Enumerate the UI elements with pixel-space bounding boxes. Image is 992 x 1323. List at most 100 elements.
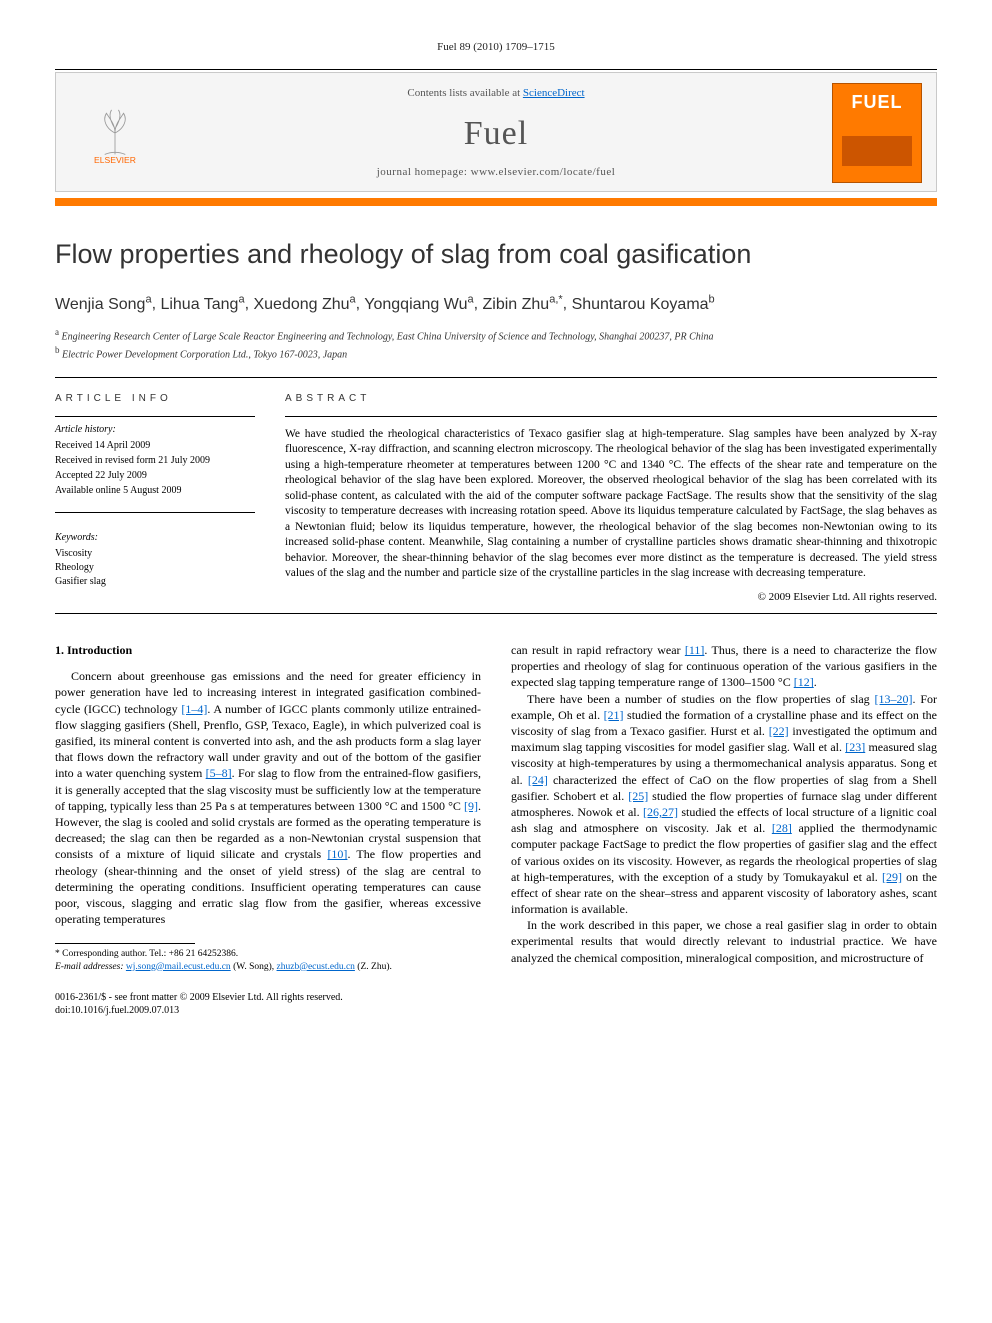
affiliation-sup: a: [55, 327, 59, 337]
author-sup: b: [709, 293, 715, 305]
email-label: E-mail addresses:: [55, 962, 124, 972]
ref-link[interactable]: [25]: [628, 789, 648, 803]
ref-link[interactable]: [5–8]: [206, 766, 232, 780]
divider: [55, 377, 937, 378]
cover-graphic: [842, 136, 912, 166]
author-sup: a: [145, 293, 151, 305]
banner-left: ELSEVIER: [70, 103, 160, 163]
doi-line: doi:10.1016/j.fuel.2009.07.013: [55, 1004, 481, 1018]
contents-prefix: Contents lists available at: [407, 87, 522, 99]
cover-title: FUEL: [852, 90, 903, 115]
info-abstract-row: article info Article history: Received 1…: [55, 392, 937, 606]
author: Xuedong Zhua: [253, 296, 355, 313]
affiliation: b Electric Power Development Corporation…: [55, 344, 937, 362]
affiliation-text: Electric Power Development Corporation L…: [62, 350, 347, 361]
author-name: Lihua Tang: [160, 296, 238, 313]
author: Shuntarou Koyamab: [572, 296, 715, 313]
article-info-heading: article info: [55, 392, 255, 406]
elsevier-tree-icon: ELSEVIER: [85, 103, 145, 163]
author: Wenjia Songa: [55, 296, 152, 313]
abstract-column: abstract We have studied the rheological…: [285, 392, 937, 606]
keyword: Gasifier slag: [55, 575, 255, 589]
divider: [55, 613, 937, 614]
ref-link[interactable]: [13–20]: [875, 692, 913, 706]
author: Zibin Zhua,*: [483, 296, 563, 313]
homepage-prefix: journal homepage:: [377, 166, 471, 178]
ref-link[interactable]: [9]: [464, 799, 478, 813]
author-name: Shuntarou Koyama: [572, 296, 709, 313]
ref-link[interactable]: [24]: [528, 773, 548, 787]
author: Lihua Tanga: [160, 296, 244, 313]
divider: [285, 416, 937, 417]
keyword: Rheology: [55, 561, 255, 575]
ref-link[interactable]: [26,27]: [643, 805, 678, 819]
author: Yongqiang Wua: [364, 296, 473, 313]
author-sup: a: [467, 293, 473, 305]
keywords-label: Keywords:: [55, 531, 255, 545]
ref-link[interactable]: [11]: [685, 643, 705, 657]
divider-short: [55, 512, 255, 513]
article-title: Flow properties and rheology of slag fro…: [55, 236, 937, 274]
ref-link[interactable]: [28]: [772, 821, 792, 835]
journal-homepage: journal homepage: www.elsevier.com/locat…: [160, 165, 832, 180]
author-sup: a,*: [549, 293, 562, 305]
divider-short: [55, 416, 255, 417]
issn-doi-block: 0016-2361/$ - see front matter © 2009 El…: [55, 991, 481, 1018]
email-link[interactable]: zhuzb@ecust.edu.cn: [277, 962, 355, 972]
ref-link[interactable]: [1–4]: [181, 702, 207, 716]
affiliation-text: Engineering Research Center of Large Sca…: [62, 331, 714, 342]
authors-line: Wenjia Songa, Lihua Tanga, Xuedong Zhua,…: [55, 292, 937, 316]
ref-link[interactable]: [10]: [327, 847, 347, 861]
issn-line: 0016-2361/$ - see front matter © 2009 El…: [55, 991, 481, 1005]
email-who: (W. Song),: [233, 962, 274, 972]
running-header: Fuel 89 (2010) 1709–1715: [55, 40, 937, 55]
email-footnote: E-mail addresses: wj.song@mail.ecust.edu…: [55, 961, 481, 973]
affiliations: a Engineering Research Center of Large S…: [55, 326, 937, 363]
corresponding-author-footnote: * Corresponding author. Tel.: +86 21 642…: [55, 948, 481, 960]
top-rule: [55, 69, 937, 70]
orange-underline: [55, 198, 937, 206]
section-heading: 1. Introduction: [55, 642, 481, 658]
copyright-line: © 2009 Elsevier Ltd. All rights reserved…: [285, 590, 937, 605]
author-name: Xuedong Zhu: [253, 296, 349, 313]
page-container: Fuel 89 (2010) 1709–1715 ELSEVIER Conten…: [0, 0, 992, 1048]
contents-lists-line: Contents lists available at ScienceDirec…: [160, 86, 832, 101]
history-item: Available online 5 August 2009: [55, 484, 255, 498]
author-sup: a: [238, 293, 244, 305]
ref-link[interactable]: [23]: [845, 740, 865, 754]
footnote-rule: [55, 943, 195, 944]
body-paragraph: In the work described in this paper, we …: [511, 917, 937, 966]
author-name: Yongqiang Wu: [364, 296, 467, 313]
abstract-text: We have studied the rheological characte…: [285, 427, 937, 582]
journal-name: Fuel: [160, 110, 832, 158]
affiliation-sup: b: [55, 345, 60, 355]
journal-banner: ELSEVIER Contents lists available at Sci…: [55, 72, 937, 192]
sciencedirect-link[interactable]: ScienceDirect: [523, 87, 585, 99]
ref-link[interactable]: [12]: [794, 675, 814, 689]
elsevier-label: ELSEVIER: [94, 155, 136, 163]
ref-link[interactable]: [29]: [882, 870, 902, 884]
history-label: Article history:: [55, 423, 255, 437]
email-who: (Z. Zhu).: [357, 962, 392, 972]
journal-cover-thumb: FUEL: [832, 83, 922, 183]
history-item: Accepted 22 July 2009: [55, 469, 255, 483]
homepage-url[interactable]: www.elsevier.com/locate/fuel: [471, 166, 616, 178]
ref-link[interactable]: [21]: [604, 708, 624, 722]
author-name: Wenjia Song: [55, 296, 145, 313]
history-item: Received in revised form 21 July 2009: [55, 454, 255, 468]
left-column: 1. Introduction Concern about greenhouse…: [55, 642, 481, 1018]
author-sup: a: [350, 293, 356, 305]
email-link[interactable]: wj.song@mail.ecust.edu.cn: [126, 962, 231, 972]
body-paragraph: There have been a number of studies on t…: [511, 691, 937, 918]
author-name: Zibin Zhu: [483, 296, 550, 313]
affiliation: a Engineering Research Center of Large S…: [55, 326, 937, 344]
abstract-heading: abstract: [285, 392, 937, 406]
body-paragraph: Concern about greenhouse gas emissions a…: [55, 668, 481, 927]
banner-center: Contents lists available at ScienceDirec…: [160, 86, 832, 180]
right-column: can result in rapid refractory wear [11]…: [511, 642, 937, 1018]
body-paragraph: can result in rapid refractory wear [11]…: [511, 642, 937, 691]
body-columns: 1. Introduction Concern about greenhouse…: [55, 642, 937, 1018]
article-info-column: article info Article history: Received 1…: [55, 392, 255, 606]
ref-link[interactable]: [22]: [769, 724, 789, 738]
history-item: Received 14 April 2009: [55, 439, 255, 453]
